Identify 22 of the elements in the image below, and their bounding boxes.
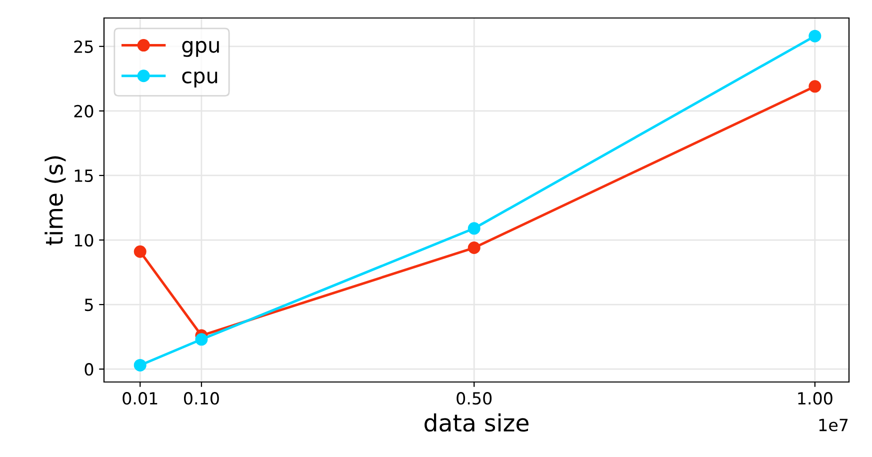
point	[808, 30, 822, 42]
point	[808, 80, 822, 93]
x-tick-label: 0.50	[456, 392, 492, 405]
y-tick-label: 20	[74, 104, 94, 118]
y-tick-label: 5	[84, 298, 93, 312]
x-tick-label: 0.01	[122, 392, 158, 405]
x-tick-label: 1.00	[798, 392, 832, 405]
y-tick-label: 25	[74, 40, 93, 53]
legend-label: gpu	[182, 40, 219, 57]
text: 1e7	[819, 418, 848, 432]
x-tick-label: 0.10	[184, 392, 219, 405]
y-tick-label: 0	[84, 363, 94, 376]
y-tick-label: 10	[74, 234, 94, 247]
x-axis-title: data size	[424, 413, 528, 432]
legend-label: cpu	[182, 71, 218, 88]
point	[468, 242, 480, 254]
y-tick-label: 15	[74, 170, 93, 182]
point	[468, 222, 480, 235]
point	[134, 358, 146, 372]
y-axis-title: time (s)	[44, 156, 66, 246]
point	[134, 245, 146, 258]
point	[195, 333, 208, 346]
